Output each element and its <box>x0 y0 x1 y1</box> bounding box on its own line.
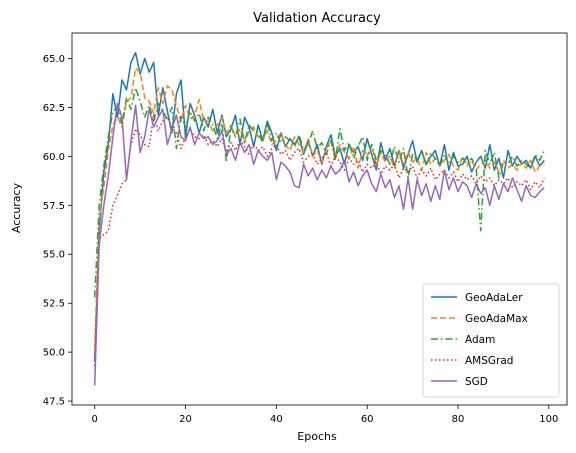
y-tick-label: 62.5 <box>43 103 65 114</box>
legend-label: GeoAdaLer <box>465 292 523 304</box>
series-layer <box>93 51 545 386</box>
x-tick-label: 100 <box>539 414 558 425</box>
x-axis-label: Epochs <box>297 430 337 443</box>
y-tick-label: 47.5 <box>43 397 65 408</box>
legend-label: SGD <box>465 376 488 388</box>
x-tick-label: 20 <box>179 414 192 425</box>
x-tick-label: 60 <box>361 414 374 425</box>
legend-label: AMSGrad <box>465 355 513 367</box>
series-line-sgd <box>93 102 545 386</box>
legend-label: GeoAdaMax <box>465 313 528 325</box>
y-tick-label: 57.5 <box>43 201 65 212</box>
y-tick-label: 50.0 <box>43 348 65 359</box>
y-tick-label: 60.0 <box>43 152 65 163</box>
y-axis: 47.5 50.0 52.5 55.0 57.5 60.0 62.5 65.0 <box>43 54 72 408</box>
series-line-geoadamax <box>93 67 545 349</box>
series-line-adam <box>93 87 545 298</box>
y-tick-label: 55.0 <box>43 250 65 261</box>
chart-title: Validation Accuracy <box>253 11 381 26</box>
legend-box <box>422 283 560 398</box>
y-tick-label: 52.5 <box>43 299 65 310</box>
x-tick-label: 40 <box>270 414 283 425</box>
x-tick-label: 0 <box>92 414 98 425</box>
y-axis-label: Accuracy <box>10 182 23 233</box>
legend-label: Adam <box>465 334 495 346</box>
y-tick-label: 65.0 <box>43 54 65 65</box>
x-axis: 0 20 40 60 80 100 <box>92 405 558 425</box>
legend: GeoAdaLer GeoAdaMax Adam AMSGrad SGD <box>422 283 560 398</box>
plot-frame <box>71 32 568 406</box>
x-tick-label: 80 <box>452 414 465 425</box>
